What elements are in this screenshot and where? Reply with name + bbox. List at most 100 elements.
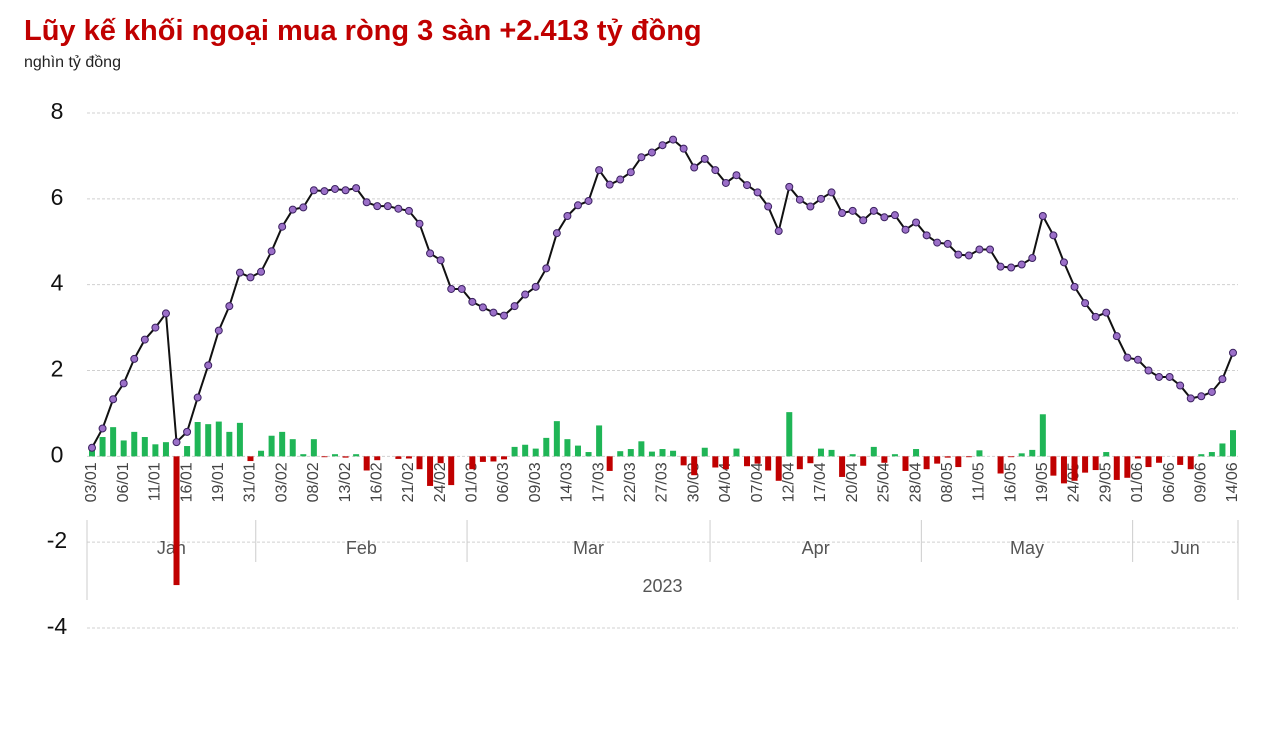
line-marker bbox=[922, 231, 931, 240]
bar bbox=[110, 427, 117, 457]
line-marker bbox=[130, 354, 139, 363]
chart-subtitle: nghìn tỷ đồng bbox=[24, 54, 121, 71]
line-marker bbox=[721, 178, 730, 187]
bar bbox=[765, 456, 772, 471]
x-tick-label: 14/06 bbox=[1224, 462, 1241, 502]
line-marker bbox=[785, 182, 794, 191]
x-tick-label: 17/03 bbox=[590, 462, 607, 502]
x-tick-label: 19/01 bbox=[210, 462, 227, 502]
y-tick-label: 6 bbox=[51, 184, 64, 210]
bar bbox=[469, 456, 476, 470]
bar bbox=[1145, 456, 1152, 468]
line-marker bbox=[647, 148, 656, 157]
line-marker bbox=[257, 267, 266, 276]
bar bbox=[553, 421, 560, 457]
x-tick-label: 30/03 bbox=[685, 462, 702, 502]
bar bbox=[448, 456, 455, 486]
bar bbox=[184, 446, 191, 457]
line-marker bbox=[1144, 366, 1153, 375]
bar bbox=[1018, 453, 1025, 457]
line-marker bbox=[214, 326, 223, 335]
line-marker bbox=[436, 256, 445, 265]
line-marker bbox=[616, 175, 625, 184]
x-tick-label: 29/05 bbox=[1097, 462, 1114, 502]
x-tick-label: 03/02 bbox=[273, 462, 290, 502]
y-tick-label: 2 bbox=[51, 356, 64, 382]
bar bbox=[1060, 456, 1067, 484]
x-tick-label: 06/06 bbox=[1161, 462, 1178, 502]
line-marker bbox=[172, 438, 181, 447]
bar bbox=[395, 456, 402, 459]
line-marker bbox=[1197, 392, 1206, 401]
x-tick-label: 21/02 bbox=[400, 462, 417, 502]
bar bbox=[490, 456, 497, 462]
x-tick-label: 19/05 bbox=[1034, 462, 1051, 502]
bar bbox=[1219, 443, 1226, 457]
line-marker bbox=[426, 249, 435, 258]
line-marker bbox=[1218, 375, 1227, 384]
bar bbox=[627, 449, 634, 457]
line-marker bbox=[161, 309, 170, 318]
line-marker bbox=[394, 204, 403, 213]
line-marker bbox=[605, 180, 614, 189]
bar bbox=[1208, 452, 1215, 457]
line-marker bbox=[890, 211, 899, 220]
line-marker bbox=[806, 202, 815, 211]
line-marker bbox=[531, 282, 540, 291]
x-tick-label: 20/04 bbox=[844, 462, 861, 502]
line-marker bbox=[383, 202, 392, 211]
line-marker bbox=[341, 186, 350, 195]
line-marker bbox=[838, 208, 847, 217]
line-marker bbox=[1091, 312, 1100, 321]
bar bbox=[817, 448, 824, 457]
bar bbox=[89, 447, 95, 457]
line-marker bbox=[732, 171, 741, 180]
bar bbox=[754, 456, 761, 464]
bar bbox=[120, 440, 127, 457]
bar bbox=[321, 456, 328, 458]
bar bbox=[564, 439, 571, 457]
bar bbox=[786, 412, 793, 457]
bar bbox=[99, 437, 106, 457]
line-marker bbox=[352, 184, 361, 193]
bar bbox=[427, 456, 434, 486]
bar bbox=[215, 421, 222, 457]
line-marker bbox=[204, 361, 213, 370]
bar bbox=[1113, 456, 1120, 480]
bar bbox=[511, 446, 518, 457]
x-tick-label: 11/01 bbox=[147, 462, 164, 501]
bar bbox=[416, 456, 423, 470]
line-marker bbox=[964, 251, 973, 260]
line-marker bbox=[626, 168, 635, 177]
line-marker bbox=[795, 195, 804, 204]
bar bbox=[849, 454, 856, 457]
bar bbox=[1050, 456, 1057, 476]
line-marker bbox=[1133, 355, 1142, 364]
line-marker bbox=[1038, 212, 1047, 220]
x-tick-label: 14/03 bbox=[559, 462, 576, 502]
bar bbox=[807, 456, 814, 464]
bar bbox=[1124, 456, 1131, 478]
line-marker bbox=[299, 203, 308, 212]
line-marker bbox=[119, 379, 128, 388]
line-marker bbox=[573, 201, 582, 210]
line-marker bbox=[447, 284, 456, 293]
bar bbox=[236, 422, 243, 457]
bar bbox=[944, 456, 951, 458]
bar bbox=[194, 422, 201, 457]
line-marker bbox=[880, 213, 889, 222]
bar bbox=[1092, 456, 1099, 471]
bar bbox=[648, 451, 655, 457]
line-marker bbox=[510, 302, 519, 311]
bar bbox=[205, 424, 212, 457]
line-marker bbox=[404, 206, 413, 215]
x-tick-label: 11/05 bbox=[971, 462, 988, 501]
bar bbox=[501, 456, 508, 460]
line-marker bbox=[457, 284, 466, 293]
line-marker bbox=[1081, 299, 1090, 308]
line-marker bbox=[996, 262, 1005, 271]
bar bbox=[839, 456, 846, 477]
line-marker bbox=[1165, 372, 1174, 381]
y-tick-label: -4 bbox=[47, 613, 68, 639]
